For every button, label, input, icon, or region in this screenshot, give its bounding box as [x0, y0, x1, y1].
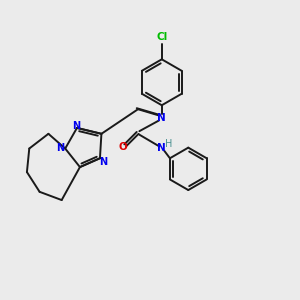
Text: N: N [56, 143, 64, 153]
Text: N: N [158, 143, 166, 153]
Text: N: N [158, 112, 166, 123]
Text: Cl: Cl [156, 32, 167, 42]
Text: H: H [165, 139, 172, 149]
Text: N: N [99, 158, 107, 167]
Text: O: O [119, 142, 128, 152]
Text: N: N [72, 121, 80, 130]
